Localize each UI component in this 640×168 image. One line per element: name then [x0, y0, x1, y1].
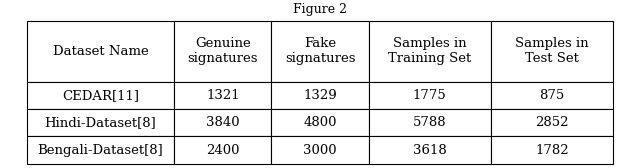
- Text: Figure 2: Figure 2: [293, 3, 347, 16]
